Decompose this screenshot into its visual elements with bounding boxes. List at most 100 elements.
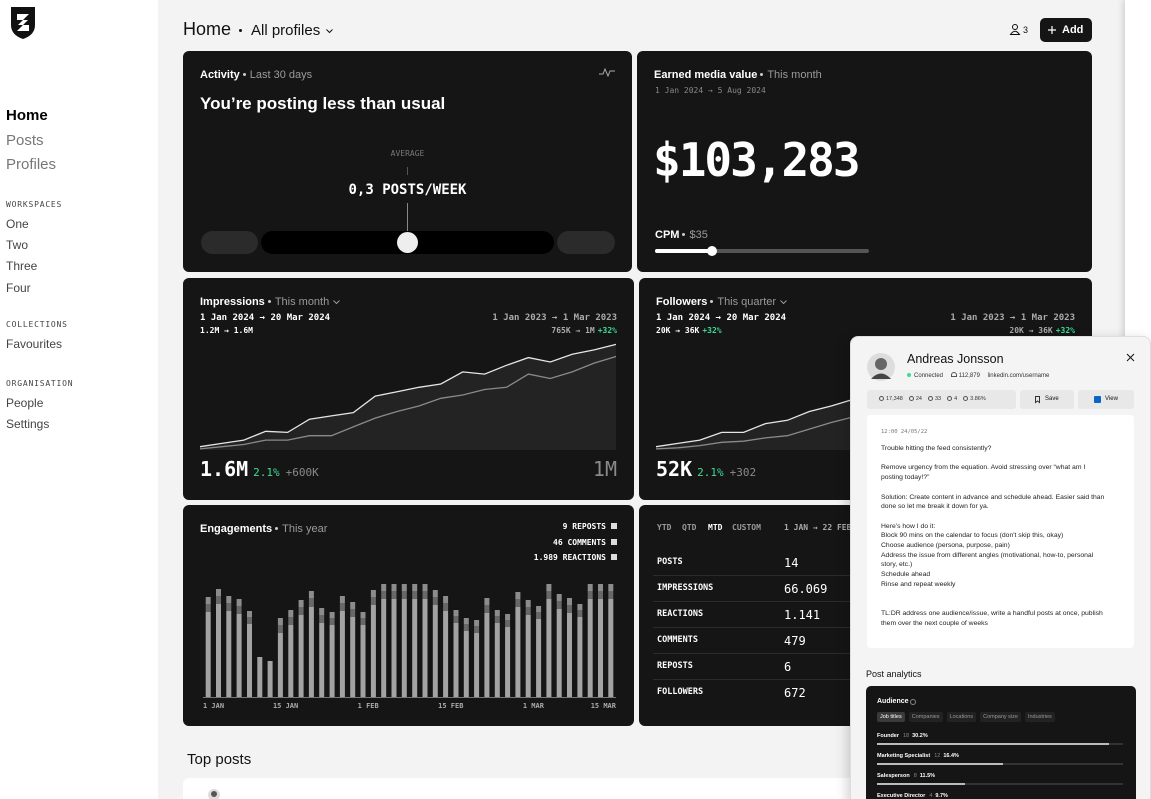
stat-icon <box>963 396 969 401</box>
audience-tab[interactable]: Job titles <box>877 712 905 722</box>
bar-segment <box>226 603 232 611</box>
audience-tab[interactable]: Company size <box>980 712 1021 722</box>
bar-segment <box>350 602 356 609</box>
x-tick-label: 15 JAN <box>272 702 299 710</box>
bar-segment <box>329 612 335 618</box>
audience-tab[interactable]: Industries <box>1024 712 1055 722</box>
job-title: Founder <box>877 733 899 739</box>
cpm-label: CPM <box>655 229 680 241</box>
engagements-card: Engagements This year 9 REPOSTS 46 COMMENT… <box>183 505 634 726</box>
audience-tab[interactable]: Companies <box>908 712 943 722</box>
bar-segment <box>205 597 211 604</box>
bar-segment <box>308 598 314 607</box>
card-label: Engagements This year <box>200 523 327 535</box>
bar-segment <box>370 590 376 597</box>
bar-segment <box>577 604 583 610</box>
nav-item[interactable]: Home <box>6 107 48 124</box>
bar-segment <box>432 605 438 697</box>
bar-segment <box>536 612 542 619</box>
count: 8 <box>913 773 917 779</box>
section-item[interactable]: Two <box>6 238 29 253</box>
range-a: 1 Jan 2024 → 20 Mar 2024 <box>656 313 787 323</box>
view-button[interactable]: View <box>1078 390 1134 409</box>
bar-segment <box>339 603 345 611</box>
delta: 1.2M → 1.6M <box>200 326 253 335</box>
bar-segment <box>505 614 511 620</box>
bar-segment <box>577 617 583 697</box>
period-tab[interactable]: MTD <box>708 523 723 532</box>
profile-filter[interactable]: All profiles <box>251 22 321 39</box>
bar-segment <box>546 584 552 591</box>
section-item[interactable]: Settings <box>6 417 50 432</box>
audience-row: Salesperson 8 11.5% <box>877 773 935 779</box>
post-line: them over the next couple of weeks <box>881 619 988 627</box>
post-line: Rinse and repeat weekly <box>881 580 956 588</box>
post-line: done so let me break it down for ya. <box>881 503 989 511</box>
bar-segment <box>525 600 531 607</box>
separator <box>239 29 242 32</box>
bar-segment <box>432 590 438 597</box>
bar-segment <box>360 625 366 697</box>
stat-value: 672 <box>784 686 806 700</box>
range-b: 1 Jan 2023 → 1 Mar 2023 <box>492 313 617 323</box>
bar-segment <box>319 608 325 615</box>
bar-segment <box>401 591 407 599</box>
bar-segment <box>463 624 469 631</box>
logo <box>11 7 35 39</box>
stat-value: 66.069 <box>784 582 828 596</box>
stat-value: 17,348 <box>886 396 903 402</box>
range: 1 JAN → 22 FEB <box>784 523 852 532</box>
nav-item[interactable]: Profiles <box>6 156 57 173</box>
period-tab[interactable]: QTD <box>682 523 697 532</box>
period-tab[interactable]: YTD <box>657 523 672 532</box>
bar-segment <box>412 591 418 599</box>
x-tick-label: 1 FEB <box>357 702 379 710</box>
separator <box>267 299 271 303</box>
delta-a: 20K → 36K +32% <box>656 326 722 335</box>
bar-segment <box>205 612 211 697</box>
audience-tab[interactable]: Locations <box>946 712 977 722</box>
nav-item[interactable]: Posts <box>6 131 44 149</box>
profile-url[interactable]: linkedin.com/username <box>987 373 1050 379</box>
section-item[interactable]: Favourites <box>6 337 63 351</box>
post-stat: 24 <box>908 396 922 402</box>
status: Connected <box>914 373 944 379</box>
emv-value: $103,283 <box>653 133 861 187</box>
compare-value: 1M <box>592 457 617 481</box>
members-count[interactable]: 3 <box>1023 25 1029 35</box>
change: +302 <box>729 466 757 479</box>
card-label: Impressions This month <box>200 296 341 308</box>
save-button[interactable]: Save <box>1020 390 1074 409</box>
change: +600K <box>285 466 319 479</box>
bar-segment <box>598 599 603 697</box>
bar-segment <box>422 599 428 697</box>
bar-segment <box>308 607 314 697</box>
bar-segment <box>339 596 345 603</box>
section-item[interactable]: Four <box>6 280 31 295</box>
card-label: Activity Last 30 days <box>200 69 312 81</box>
bar-segment <box>515 607 521 697</box>
close-icon[interactable] <box>1126 353 1135 362</box>
bar-segment <box>505 627 511 697</box>
period-tab[interactable]: CUSTOM <box>732 523 761 532</box>
bar-segment <box>381 599 387 697</box>
bar-segment <box>247 624 252 697</box>
slider-high <box>557 231 615 254</box>
section-item[interactable]: Three <box>6 259 38 274</box>
activity-card: Activity Last 30 days You’re posting less… <box>183 51 632 272</box>
bar-segment <box>391 584 397 591</box>
pulse-icon <box>599 67 615 78</box>
line-area <box>200 344 616 450</box>
add-button[interactable]: Add <box>1040 18 1092 42</box>
bar-segment <box>226 596 232 603</box>
section-item[interactable]: One <box>6 217 29 231</box>
post-stat: 3.86% <box>963 396 986 402</box>
stat-icon <box>879 396 884 401</box>
section-item[interactable]: People <box>6 396 44 410</box>
bar-segment <box>608 584 614 591</box>
headline: You’re posting less than usual <box>200 94 446 113</box>
bar-segment <box>577 610 583 617</box>
bar-segment <box>598 591 603 599</box>
connector <box>407 203 408 231</box>
bar-segment <box>216 604 221 697</box>
